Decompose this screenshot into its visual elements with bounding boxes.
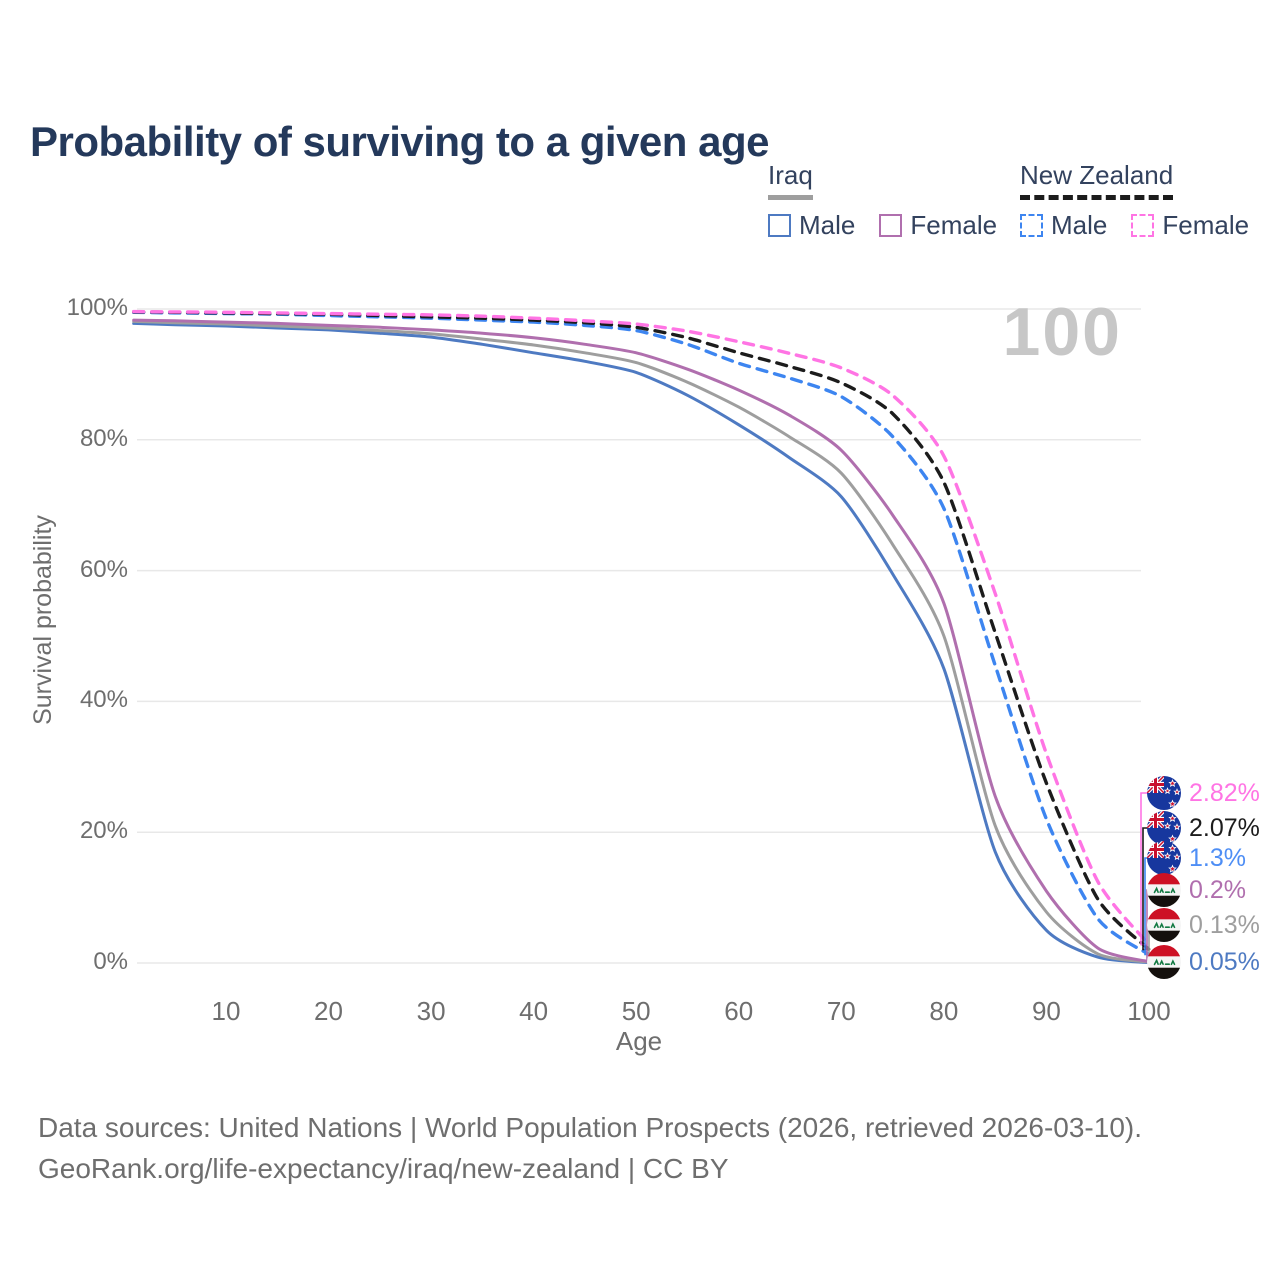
legend-item-nz-male[interactable]: Male xyxy=(1020,210,1107,241)
y-tick-label: 100% xyxy=(66,294,128,321)
end-label-row-iraq-female: 0.2% xyxy=(1147,873,1246,907)
legend-item-iraq-female[interactable]: Female xyxy=(879,210,997,241)
end-label-value: 1.3% xyxy=(1189,843,1246,872)
legend-group-label-new-zealand: New Zealand xyxy=(1020,161,1174,200)
new-zealand-flag-icon xyxy=(1147,811,1181,845)
x-tick-label: 100 xyxy=(1127,996,1171,1026)
end-label-value: 0.13% xyxy=(1189,910,1260,939)
page-title: Probability of surviving to a given age xyxy=(30,118,769,166)
series-line-iraq-female xyxy=(132,318,1151,964)
nz-male-swatch-icon xyxy=(1020,213,1043,237)
source-url-line: GeoRank.org/life-expectancy/iraq/new-zea… xyxy=(38,1152,729,1184)
end-label-value: 0.2% xyxy=(1189,875,1246,904)
iraq-male-swatch-icon xyxy=(768,213,791,237)
end-label-row-iraq-both-sexes: 0.13% xyxy=(1147,908,1260,942)
legend-item-nz-female[interactable]: Female xyxy=(1131,210,1249,241)
y-tick-label: 20% xyxy=(79,817,128,845)
legend-item-label: Male xyxy=(1051,209,1108,240)
iraq-flag-icon xyxy=(1147,945,1181,979)
iraq-flag-icon xyxy=(1147,908,1181,942)
end-label-value: 2.82% xyxy=(1189,778,1260,807)
x-tick-label: 10 xyxy=(211,996,241,1026)
legend-item-label: Female xyxy=(1162,209,1250,240)
x-tick-label: 50 xyxy=(621,996,651,1026)
hover-age-indicator: 100 xyxy=(1002,294,1122,370)
end-label-value: 2.07% xyxy=(1189,813,1260,842)
data-sources-line: Data sources: United Nations | World Pop… xyxy=(38,1112,1143,1143)
nz-female-swatch-icon xyxy=(1131,213,1155,237)
new-zealand-flag-icon xyxy=(1147,776,1181,810)
footer-attribution: Data sources: United Nations | World Pop… xyxy=(38,1108,1142,1189)
iraq-female-swatch-icon xyxy=(879,213,903,237)
x-axis-title: Age xyxy=(615,1026,663,1056)
legend-item-label: Female xyxy=(910,209,998,240)
series-line-iraq-both-sexes xyxy=(132,319,1151,964)
x-tick-label: 60 xyxy=(724,996,754,1026)
legend-group-label-iraq: Iraq xyxy=(768,161,813,200)
x-tick-label: 40 xyxy=(519,996,549,1026)
series-line-new-zealand-both-sexes xyxy=(132,310,1151,952)
x-tick-label: 30 xyxy=(416,996,446,1026)
series-line-new-zealand-female xyxy=(132,309,1151,947)
series-line-iraq-male xyxy=(132,321,1151,965)
x-tick-label: 70 xyxy=(826,996,856,1026)
legend-group-iraq: Iraq Male Female xyxy=(768,161,1021,241)
x-tick-label: 80 xyxy=(929,996,959,1026)
x-tick-label: 90 xyxy=(1031,996,1061,1026)
end-label-row-new-zealand-male: 1.3% xyxy=(1147,841,1246,875)
y-tick-label: 40% xyxy=(79,686,128,714)
end-label-row-new-zealand-both-sexes: 2.07% xyxy=(1147,811,1260,845)
end-label-value: 0.05% xyxy=(1189,947,1260,976)
y-tick-label: 0% xyxy=(93,948,128,975)
legend-group-new-zealand: New Zealand Male Female xyxy=(1020,161,1273,241)
new-zealand-flag-icon xyxy=(1147,841,1181,875)
y-tick-label: 60% xyxy=(79,555,128,583)
legend-item-label: Male xyxy=(799,209,856,240)
y-tick-label: 80% xyxy=(79,424,128,452)
end-label-row-new-zealand-female: 2.82% xyxy=(1147,776,1260,810)
x-tick-label: 20 xyxy=(314,996,343,1026)
legend-item-iraq-male[interactable]: Male xyxy=(768,210,855,241)
iraq-flag-icon xyxy=(1147,873,1181,907)
y-axis-title: Survival probability xyxy=(29,515,57,725)
end-label-row-iraq-male: 0.05% xyxy=(1147,945,1260,979)
